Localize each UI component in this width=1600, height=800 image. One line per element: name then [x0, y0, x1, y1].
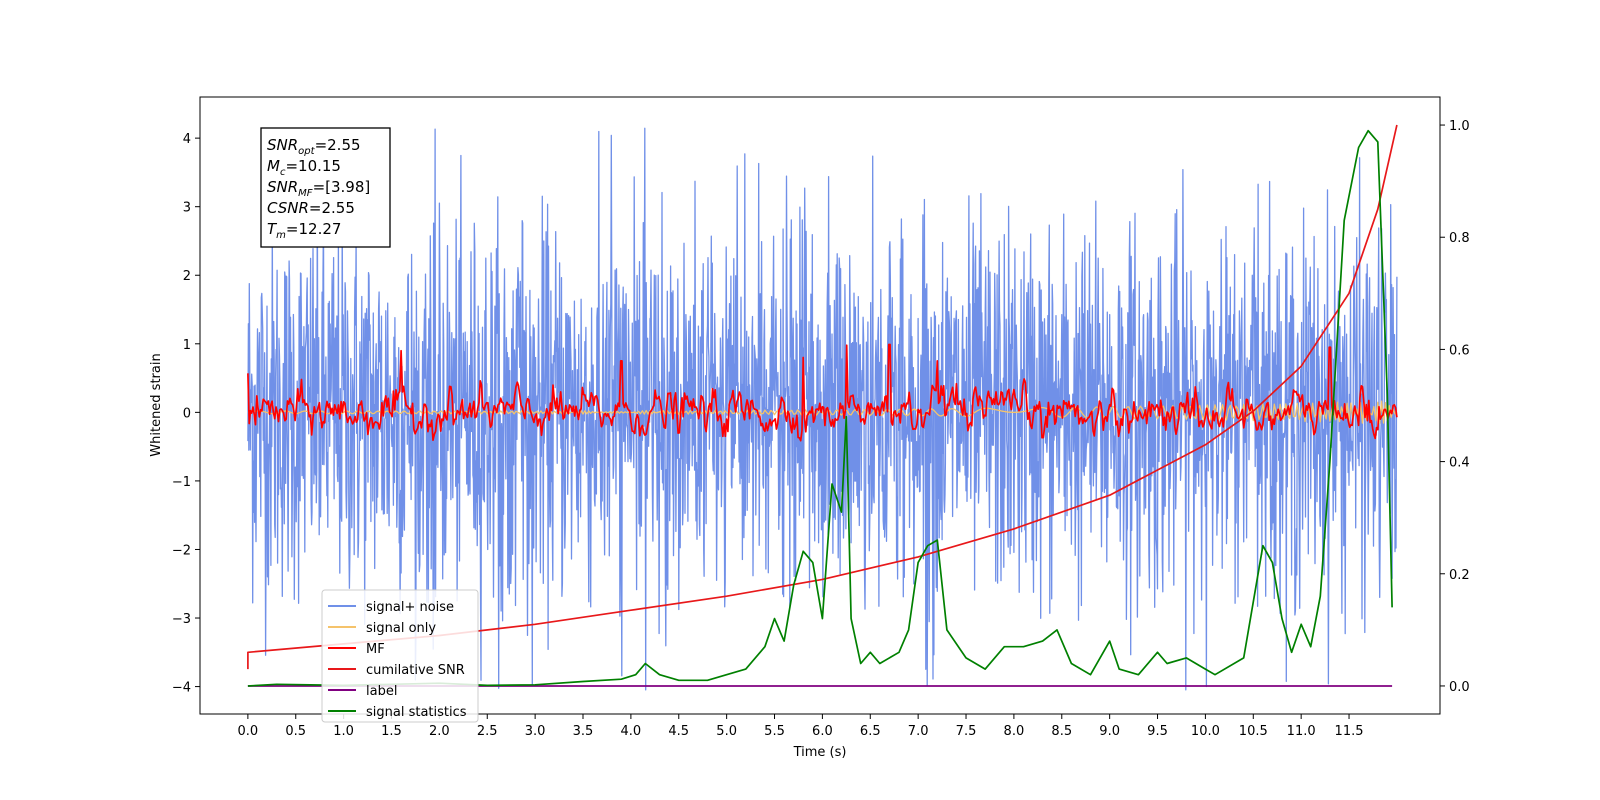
y-tick-label: 3	[183, 201, 191, 216]
x-tick-label: 9.0	[1099, 724, 1120, 739]
y2-tick-label: 0.8	[1449, 231, 1470, 246]
series-line-mf	[247, 343, 1398, 442]
x-tick-label: 6.0	[812, 724, 833, 739]
y-tick-label: −2	[172, 543, 191, 558]
y2-tick-label: 1.0	[1449, 119, 1470, 134]
y-tick-label: −4	[172, 681, 191, 696]
x-tick-label: 5.5	[764, 724, 785, 739]
y-tick-label: 0	[183, 406, 191, 421]
y2-ticks: 1.0 0.8 0.6 0.4 0.2 0.0	[1440, 119, 1470, 695]
x-tick-label: 1.5	[381, 724, 402, 739]
y-tick-label: 2	[183, 269, 191, 284]
info-line: SNRMF=[3.98]	[267, 178, 370, 199]
legend-label: label	[366, 684, 397, 699]
x-tick-label: 10.5	[1239, 724, 1268, 739]
y-tick-label: 4	[183, 132, 191, 147]
x-tick-label: 1.0	[333, 724, 354, 739]
x-tick-label: 8.5	[1051, 724, 1072, 739]
legend-label: signal statistics	[366, 705, 467, 720]
x-tick-label: 2.0	[429, 724, 450, 739]
legend-label: signal+ noise	[366, 600, 454, 615]
x-tick-label: 0.0	[238, 724, 259, 739]
y2-tick-label: 0.4	[1449, 456, 1470, 471]
x-tick-label: 6.5	[860, 724, 881, 739]
y-ticks: 4 3 2 1 0 −1 −2 −3 −4	[172, 132, 200, 696]
y2-tick-label: 0.2	[1449, 568, 1470, 583]
x-ticks: 0.0 0.5 1.0 1.5 2.0 2.5 3.0 3.5 4.0 4.5 5.0 5.5 6.0 6…	[238, 714, 1364, 739]
x-tick-label: 2.5	[477, 724, 498, 739]
info-box: SNRopt=2.55Mc=10.15SNRMF=[3.98]CSNR=2.55…	[260, 127, 391, 248]
y2-tick-label: 0.0	[1449, 680, 1470, 695]
legend: signal+ noise signal only MF cumilative SNR…	[321, 589, 479, 723]
y2-tick-label: 0.6	[1449, 343, 1470, 358]
x-tick-label: 7.5	[956, 724, 977, 739]
series-line-signal-noise	[247, 127, 1398, 691]
series-line-signal-statistics	[247, 129, 1393, 687]
x-tick-label: 7.0	[908, 724, 929, 739]
x-axis-label: Time (s)	[793, 745, 847, 760]
x-tick-label: 3.0	[525, 724, 546, 739]
x-tick-label: 9.5	[1147, 724, 1168, 739]
x-tick-label: 10.0	[1191, 724, 1220, 739]
y-tick-label: −1	[172, 475, 191, 490]
x-tick-label: 11.5	[1335, 724, 1364, 739]
legend-label: MF	[366, 642, 385, 657]
info-line: CSNR=2.55	[267, 199, 355, 217]
plot-frame	[199, 96, 1441, 715]
x-tick-label: 4.5	[668, 724, 689, 739]
x-tick-label: 11.0	[1287, 724, 1316, 739]
y-tick-label: 1	[183, 338, 191, 353]
x-tick-label: 0.5	[285, 724, 306, 739]
y-tick-label: −3	[172, 612, 191, 627]
info-line: SNRopt=2.55	[267, 136, 361, 157]
x-tick-label: 4.0	[621, 724, 642, 739]
x-tick-label: 3.5	[573, 724, 594, 739]
info-line: Tm=12.27	[267, 220, 341, 241]
x-tick-label: 5.0	[716, 724, 737, 739]
legend-label: signal only	[366, 621, 436, 636]
info-line: Mc=10.15	[267, 157, 341, 178]
x-tick-label: 8.0	[1004, 724, 1025, 739]
y-axis-label: Whitened strain	[149, 353, 164, 456]
legend-label: cumilative SNR	[366, 663, 465, 678]
